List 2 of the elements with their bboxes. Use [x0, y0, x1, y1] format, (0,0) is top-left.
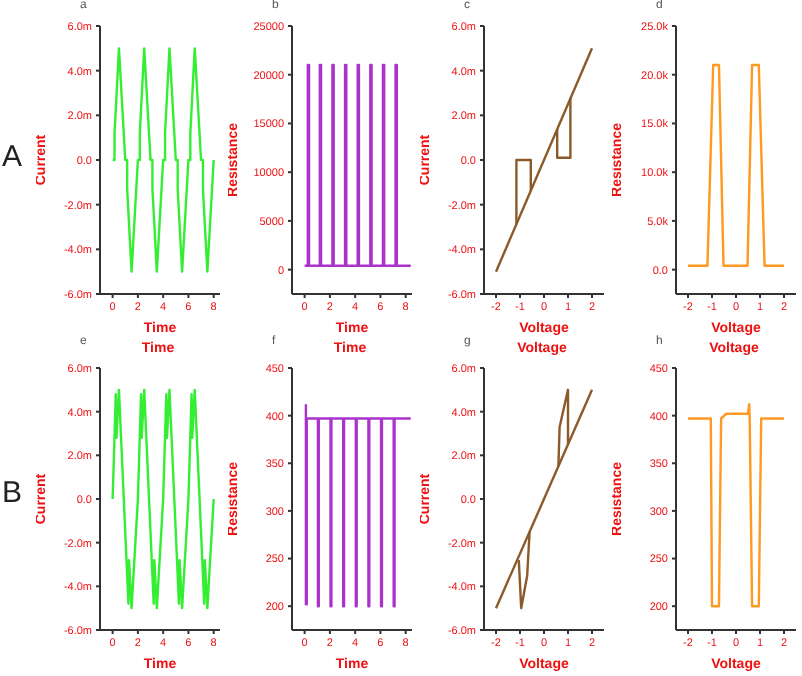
text: B: [2, 476, 23, 510]
text: A: [2, 140, 23, 174]
